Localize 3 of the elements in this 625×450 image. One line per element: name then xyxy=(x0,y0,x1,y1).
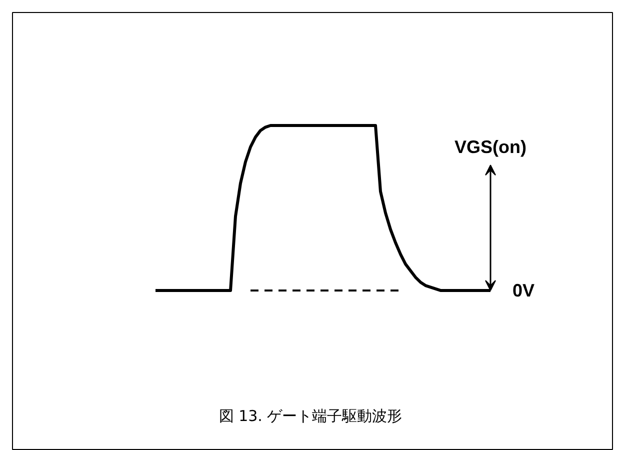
annotation: VGS(on) xyxy=(454,137,527,158)
text: 0V xyxy=(512,280,535,300)
caption: 図 13. ゲート端子駆動波形 xyxy=(218,406,402,425)
